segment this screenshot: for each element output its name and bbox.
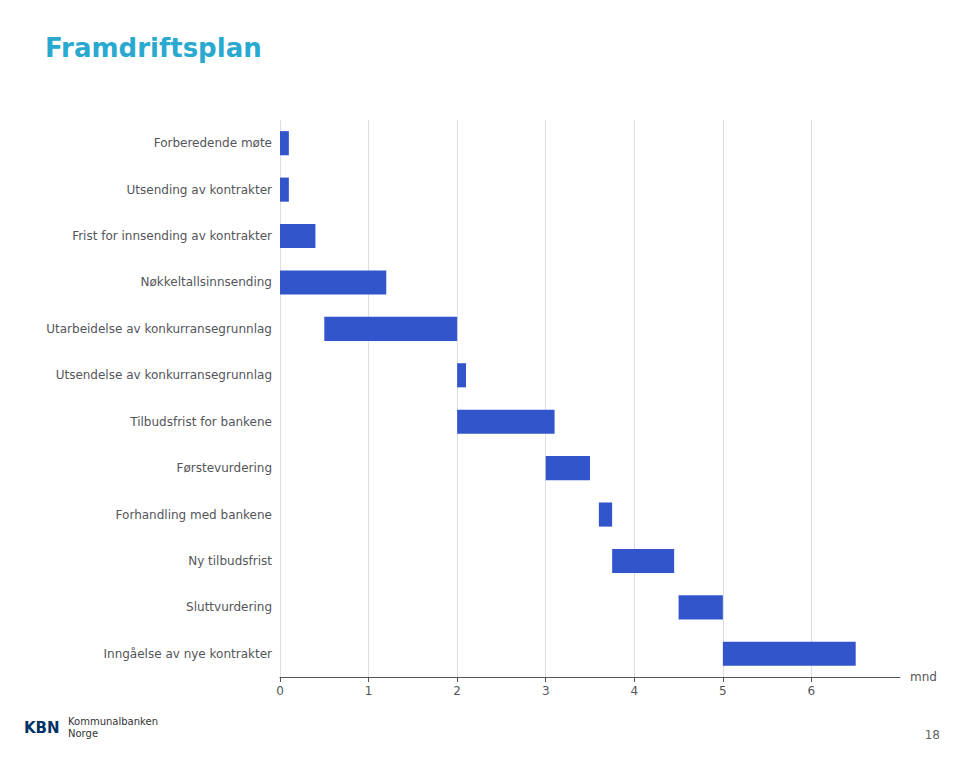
svg-text:Nøkkeltallsinnsending: Nøkkeltallsinnsending — [141, 275, 272, 289]
svg-text:2: 2 — [453, 684, 461, 698]
svg-text:Forberedende møte: Forberedende møte — [154, 136, 272, 150]
svg-text:1: 1 — [365, 684, 373, 698]
svg-text:Ny tilbudsfrist: Ny tilbudsfrist — [188, 554, 272, 568]
svg-text:Frist for innsending av kontra: Frist for innsending av kontrakter — [72, 229, 272, 243]
svg-text:Framdriftsplan: Framdriftsplan — [45, 33, 262, 63]
svg-text:Forhandling med bankene: Forhandling med bankene — [116, 508, 272, 522]
svg-text:Kommunalbanken: Kommunalbanken — [68, 716, 158, 727]
svg-text:Sluttvurdering: Sluttvurdering — [186, 600, 272, 614]
svg-text:Norge: Norge — [68, 728, 98, 739]
svg-text:mnd: mnd — [910, 670, 937, 684]
svg-text:Utsendelse av konkurransegrunn: Utsendelse av konkurransegrunnlag — [56, 368, 272, 382]
svg-text:18: 18 — [925, 728, 940, 742]
svg-text:3: 3 — [542, 684, 550, 698]
svg-text:0: 0 — [276, 684, 284, 698]
svg-text:Inngåelse av nye kontrakter: Inngåelse av nye kontrakter — [104, 647, 273, 661]
svg-text:KBN: KBN — [24, 719, 60, 737]
svg-text:5: 5 — [719, 684, 727, 698]
svg-text:Utsending av kontrakter: Utsending av kontrakter — [127, 183, 272, 197]
svg-text:Utarbeidelse av konkurransegru: Utarbeidelse av konkurransegrunnlag — [46, 322, 272, 336]
svg-text:Tilbudsfrist for bankene: Tilbudsfrist for bankene — [129, 415, 272, 429]
svg-text:Førstevurdering: Førstevurdering — [177, 461, 272, 475]
svg-text:4: 4 — [630, 684, 638, 698]
svg-text:6: 6 — [808, 684, 816, 698]
